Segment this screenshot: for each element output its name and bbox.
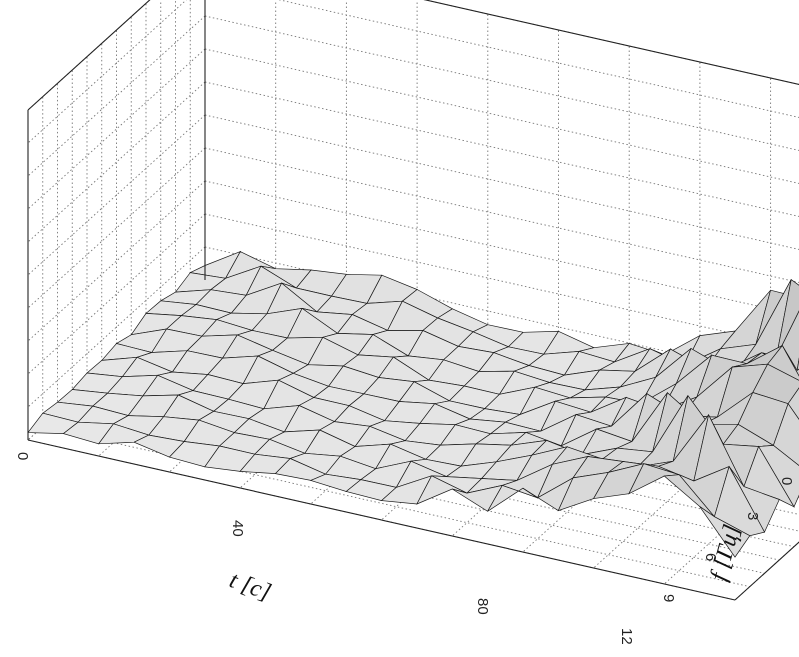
back-wall-gridline [278, 0, 799, 118]
x-tick-label-40: 40 [229, 520, 246, 537]
back-wall-gridline [204, 48, 799, 184]
x-tick-label-0: 0 [14, 452, 31, 460]
y-tick-label-9: 9 [660, 594, 677, 602]
y-tick-label-0: 0 [778, 477, 795, 485]
side-wall-gridline [27, 48, 206, 210]
top-back-edge [423, 0, 799, 85]
back-wall-gridline [204, 15, 799, 151]
chart-axes [27, 0, 799, 601]
surface-cell [787, 387, 799, 421]
surface-cell [767, 344, 799, 381]
back-wall-gridline [204, 81, 799, 217]
surface-cell [776, 278, 799, 357]
y-tick-label-12: 12 [618, 628, 635, 645]
side-wall-gridline [27, 81, 206, 243]
back-wall-gridline [204, 114, 799, 250]
y-axis-label: f [Гц] [706, 522, 746, 584]
y-tick-label-6: 6 [702, 553, 719, 561]
t-axis-line [27, 439, 736, 601]
surface-cell [699, 506, 751, 558]
x-tick-label-80: 80 [474, 598, 491, 615]
x-axis-label: t [c] [226, 567, 274, 606]
top-side-edge [27, 0, 151, 111]
surface-mesh [27, 250, 799, 558]
y-tick-label-3: 3 [744, 512, 761, 520]
back-wall-gridline [423, 0, 799, 85]
f-axis-line [734, 541, 799, 601]
